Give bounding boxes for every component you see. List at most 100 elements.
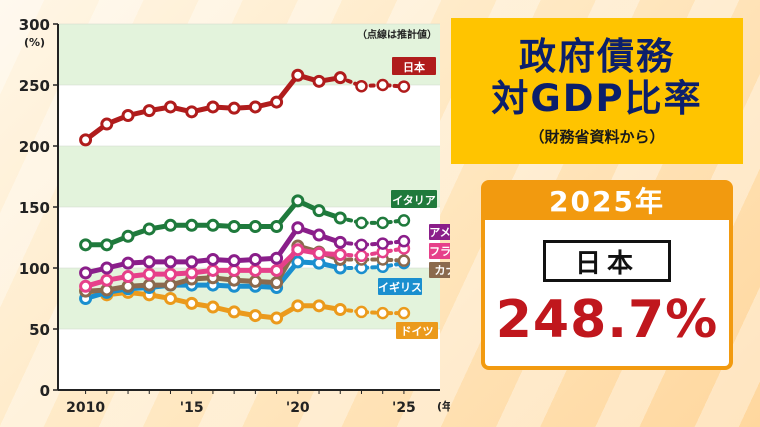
data-point-4-2013 xyxy=(142,278,156,292)
title-line-1: 政府債務 xyxy=(519,34,675,78)
highlight-panel: 日本 248.7% xyxy=(481,220,733,370)
data-point-2-2018 xyxy=(248,252,262,266)
data-point-0-2024 xyxy=(376,78,389,92)
highlight-country: 日本 xyxy=(543,240,671,282)
series-label-bg-6 xyxy=(396,322,438,339)
series-label-bg-4 xyxy=(429,262,450,278)
data-point-6-2023 xyxy=(355,305,368,319)
series-label-4: カナダ xyxy=(435,263,451,277)
x-tick-label-2025: '25 xyxy=(392,400,416,416)
series-0 xyxy=(79,68,411,147)
data-point-2-2021 xyxy=(312,228,326,242)
data-point-6-2019 xyxy=(270,311,284,325)
data-point-2-2013 xyxy=(142,255,156,269)
series-label-bg-2 xyxy=(429,224,450,240)
series-label-bg-5 xyxy=(378,278,422,295)
y-tick-label-100: 100 xyxy=(19,260,50,278)
data-point-4-2019 xyxy=(270,276,284,290)
data-point-0-2014 xyxy=(163,100,177,114)
data-point-4-2014 xyxy=(163,278,177,292)
data-point-2-2015 xyxy=(185,255,199,269)
data-point-6-2014 xyxy=(163,292,177,305)
series-estimate-line-1 xyxy=(338,216,406,225)
x-tick-label-2010: 2010 xyxy=(66,400,105,416)
y-unit-label: (%) xyxy=(24,36,45,49)
data-point-1-2015 xyxy=(185,218,199,232)
data-point-2-2019 xyxy=(270,251,284,265)
data-point-1-2025 xyxy=(397,214,411,227)
data-point-1-2011 xyxy=(100,238,114,252)
x-tick-label-2015: '15 xyxy=(180,400,204,416)
data-point-2-2023 xyxy=(355,238,368,252)
data-point-3-2021 xyxy=(312,246,326,260)
y-tick-label-0: 0 xyxy=(40,382,50,400)
series-estimate-line-2 xyxy=(338,239,406,247)
y-tick-label-300: 300 xyxy=(19,16,50,34)
data-point-0-2019 xyxy=(270,95,284,109)
data-point-1-2017 xyxy=(227,220,241,234)
data-point-3-2019 xyxy=(270,263,284,277)
y-tick-label-250: 250 xyxy=(19,77,50,95)
data-point-4-2018 xyxy=(248,274,262,288)
data-point-2-2025 xyxy=(397,234,411,248)
data-point-0-2022 xyxy=(333,71,347,85)
data-point-1-2014 xyxy=(163,218,177,232)
data-point-2-2012 xyxy=(121,256,135,270)
data-point-0-2010 xyxy=(79,133,93,147)
data-point-3-2012 xyxy=(121,270,135,284)
source-note: （財務省資料から） xyxy=(529,127,665,146)
data-point-0-2020 xyxy=(291,68,305,82)
data-point-2-2014 xyxy=(163,255,177,269)
data-point-1-2019 xyxy=(270,220,284,234)
data-point-6-2020 xyxy=(291,299,305,313)
x-tick-label-2020: '20 xyxy=(286,400,310,416)
data-point-6-2024 xyxy=(376,306,389,320)
series-estimate-line-0 xyxy=(338,75,406,89)
series-1 xyxy=(79,194,411,252)
data-point-1-2013 xyxy=(142,222,156,236)
series-label-bg-3 xyxy=(429,243,450,259)
data-point-6-2022 xyxy=(333,302,347,316)
title-panel: 政府債務 対GDP比率 （財務省資料から） xyxy=(451,18,743,164)
series-label-1: イタリア xyxy=(392,194,436,207)
data-point-2-2011 xyxy=(100,261,114,275)
data-point-2-2017 xyxy=(227,254,241,268)
data-point-2-2024 xyxy=(376,237,389,250)
data-point-1-2024 xyxy=(376,216,389,230)
data-point-1-2018 xyxy=(248,220,262,234)
x-unit-label: (年) xyxy=(437,399,450,413)
series-label-bg-0 xyxy=(392,57,436,75)
data-point-3-2020 xyxy=(291,243,305,257)
data-point-6-2015 xyxy=(185,296,199,310)
gdp-debt-line-chart: 0 50 100 150 200 250 300 2010 '15 '20 '25 (%) (年)… xyxy=(19,16,451,416)
data-point-0-2015 xyxy=(185,105,199,119)
data-point-2-2022 xyxy=(333,235,347,249)
data-point-1-2020 xyxy=(291,194,305,208)
y-tick-label-200: 200 xyxy=(19,138,50,156)
data-point-3-2014 xyxy=(163,267,177,281)
data-point-1-2010 xyxy=(79,238,93,252)
data-point-0-2012 xyxy=(121,109,135,122)
band-2 xyxy=(58,24,440,85)
data-point-0-2016 xyxy=(206,100,220,114)
data-point-3-2022 xyxy=(333,248,347,262)
data-point-3-2018 xyxy=(248,263,262,277)
y-tick-label-150: 150 xyxy=(19,199,50,217)
data-point-3-2013 xyxy=(142,267,156,281)
data-point-3-2023 xyxy=(355,249,368,263)
data-point-0-2017 xyxy=(227,101,241,115)
data-point-0-2025 xyxy=(397,80,411,93)
data-point-3-2016 xyxy=(206,263,220,277)
data-point-1-2016 xyxy=(206,218,220,232)
title-line-2: 対GDP比率 xyxy=(491,76,703,120)
data-point-6-2018 xyxy=(248,309,262,323)
data-point-0-2013 xyxy=(142,104,156,118)
data-point-3-2015 xyxy=(185,266,199,280)
band-1 xyxy=(58,146,440,207)
data-point-0-2018 xyxy=(248,100,262,114)
series-label-5: イギリス xyxy=(378,280,422,294)
data-point-2-2016 xyxy=(206,252,220,266)
data-point-6-2025 xyxy=(397,306,411,320)
data-point-6-2021 xyxy=(312,299,326,313)
series-estimate-line-6 xyxy=(338,307,406,316)
